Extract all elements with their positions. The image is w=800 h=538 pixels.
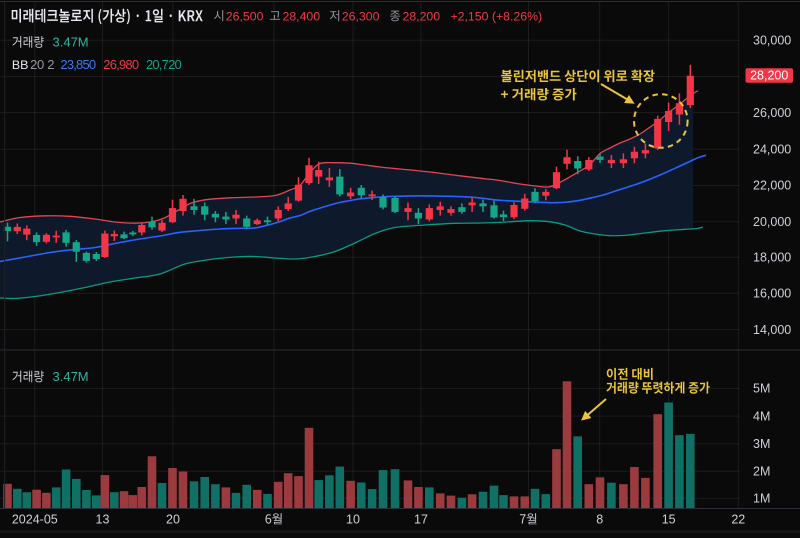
svg-text:28,200: 28,200 [750,68,788,82]
svg-text:4M: 4M [753,409,770,423]
svg-text:5M: 5M [753,382,770,396]
svg-text:18,000: 18,000 [753,251,791,265]
svg-text:26,500: 26,500 [226,9,264,23]
svg-text:2M: 2M [753,464,770,478]
svg-text:1M: 1M [753,492,770,506]
svg-text:24,000: 24,000 [753,142,791,156]
svg-text:22,000: 22,000 [753,179,791,193]
svg-text:26,300: 26,300 [342,9,380,23]
svg-text:3.47M: 3.47M [53,35,89,50]
svg-text:10: 10 [346,513,360,527]
svg-text:22: 22 [731,513,745,527]
svg-text:23,850: 23,850 [60,57,96,72]
svg-text:26,980: 26,980 [103,57,139,72]
svg-text:28,400: 28,400 [283,9,321,23]
svg-text:30,000: 30,000 [753,34,791,48]
svg-text:20 2: 20 2 [30,57,54,72]
svg-text:15: 15 [662,513,676,527]
svg-text:8: 8 [596,513,603,527]
svg-text:20,720: 20,720 [146,57,182,72]
svg-text:26,000: 26,000 [753,106,791,120]
svg-text:16,000: 16,000 [753,286,791,300]
svg-text:2024-05: 2024-05 [12,513,58,527]
svg-text:3M: 3M [753,437,770,451]
svg-text:17: 17 [414,513,428,527]
svg-text:20,000: 20,000 [753,215,791,229]
svg-text:+2,150 (+8.26%): +2,150 (+8.26%) [451,9,543,23]
svg-text:14,000: 14,000 [753,323,791,337]
svg-text:3.47M: 3.47M [53,369,89,384]
svg-text:13: 13 [96,513,110,527]
svg-text:20: 20 [166,513,180,527]
svg-text:28,200: 28,200 [403,9,441,23]
svg-text:BB: BB [12,58,29,72]
